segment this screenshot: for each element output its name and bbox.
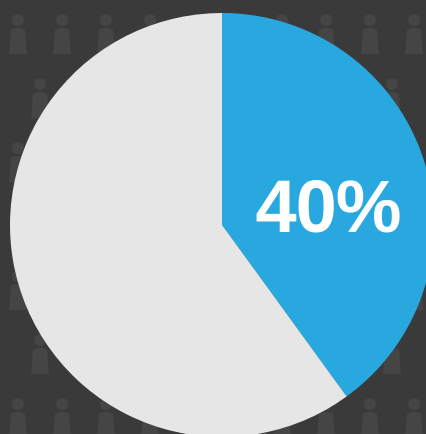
pie-slice-highlight [222,13,426,397]
person-silhouette-icon [9,14,27,54]
pie-slice-remainder [10,13,347,434]
slice-percentage-label: 40% [255,165,400,248]
person-silhouette-icon [361,14,379,54]
person-silhouette-icon [405,398,423,434]
person-silhouette-icon [9,398,27,434]
person-silhouette-icon [361,398,379,434]
pie-slices [10,13,426,434]
person-silhouette-icon [53,398,71,434]
person-silhouette-icon [53,14,71,54]
person-silhouette-icon [405,14,423,54]
